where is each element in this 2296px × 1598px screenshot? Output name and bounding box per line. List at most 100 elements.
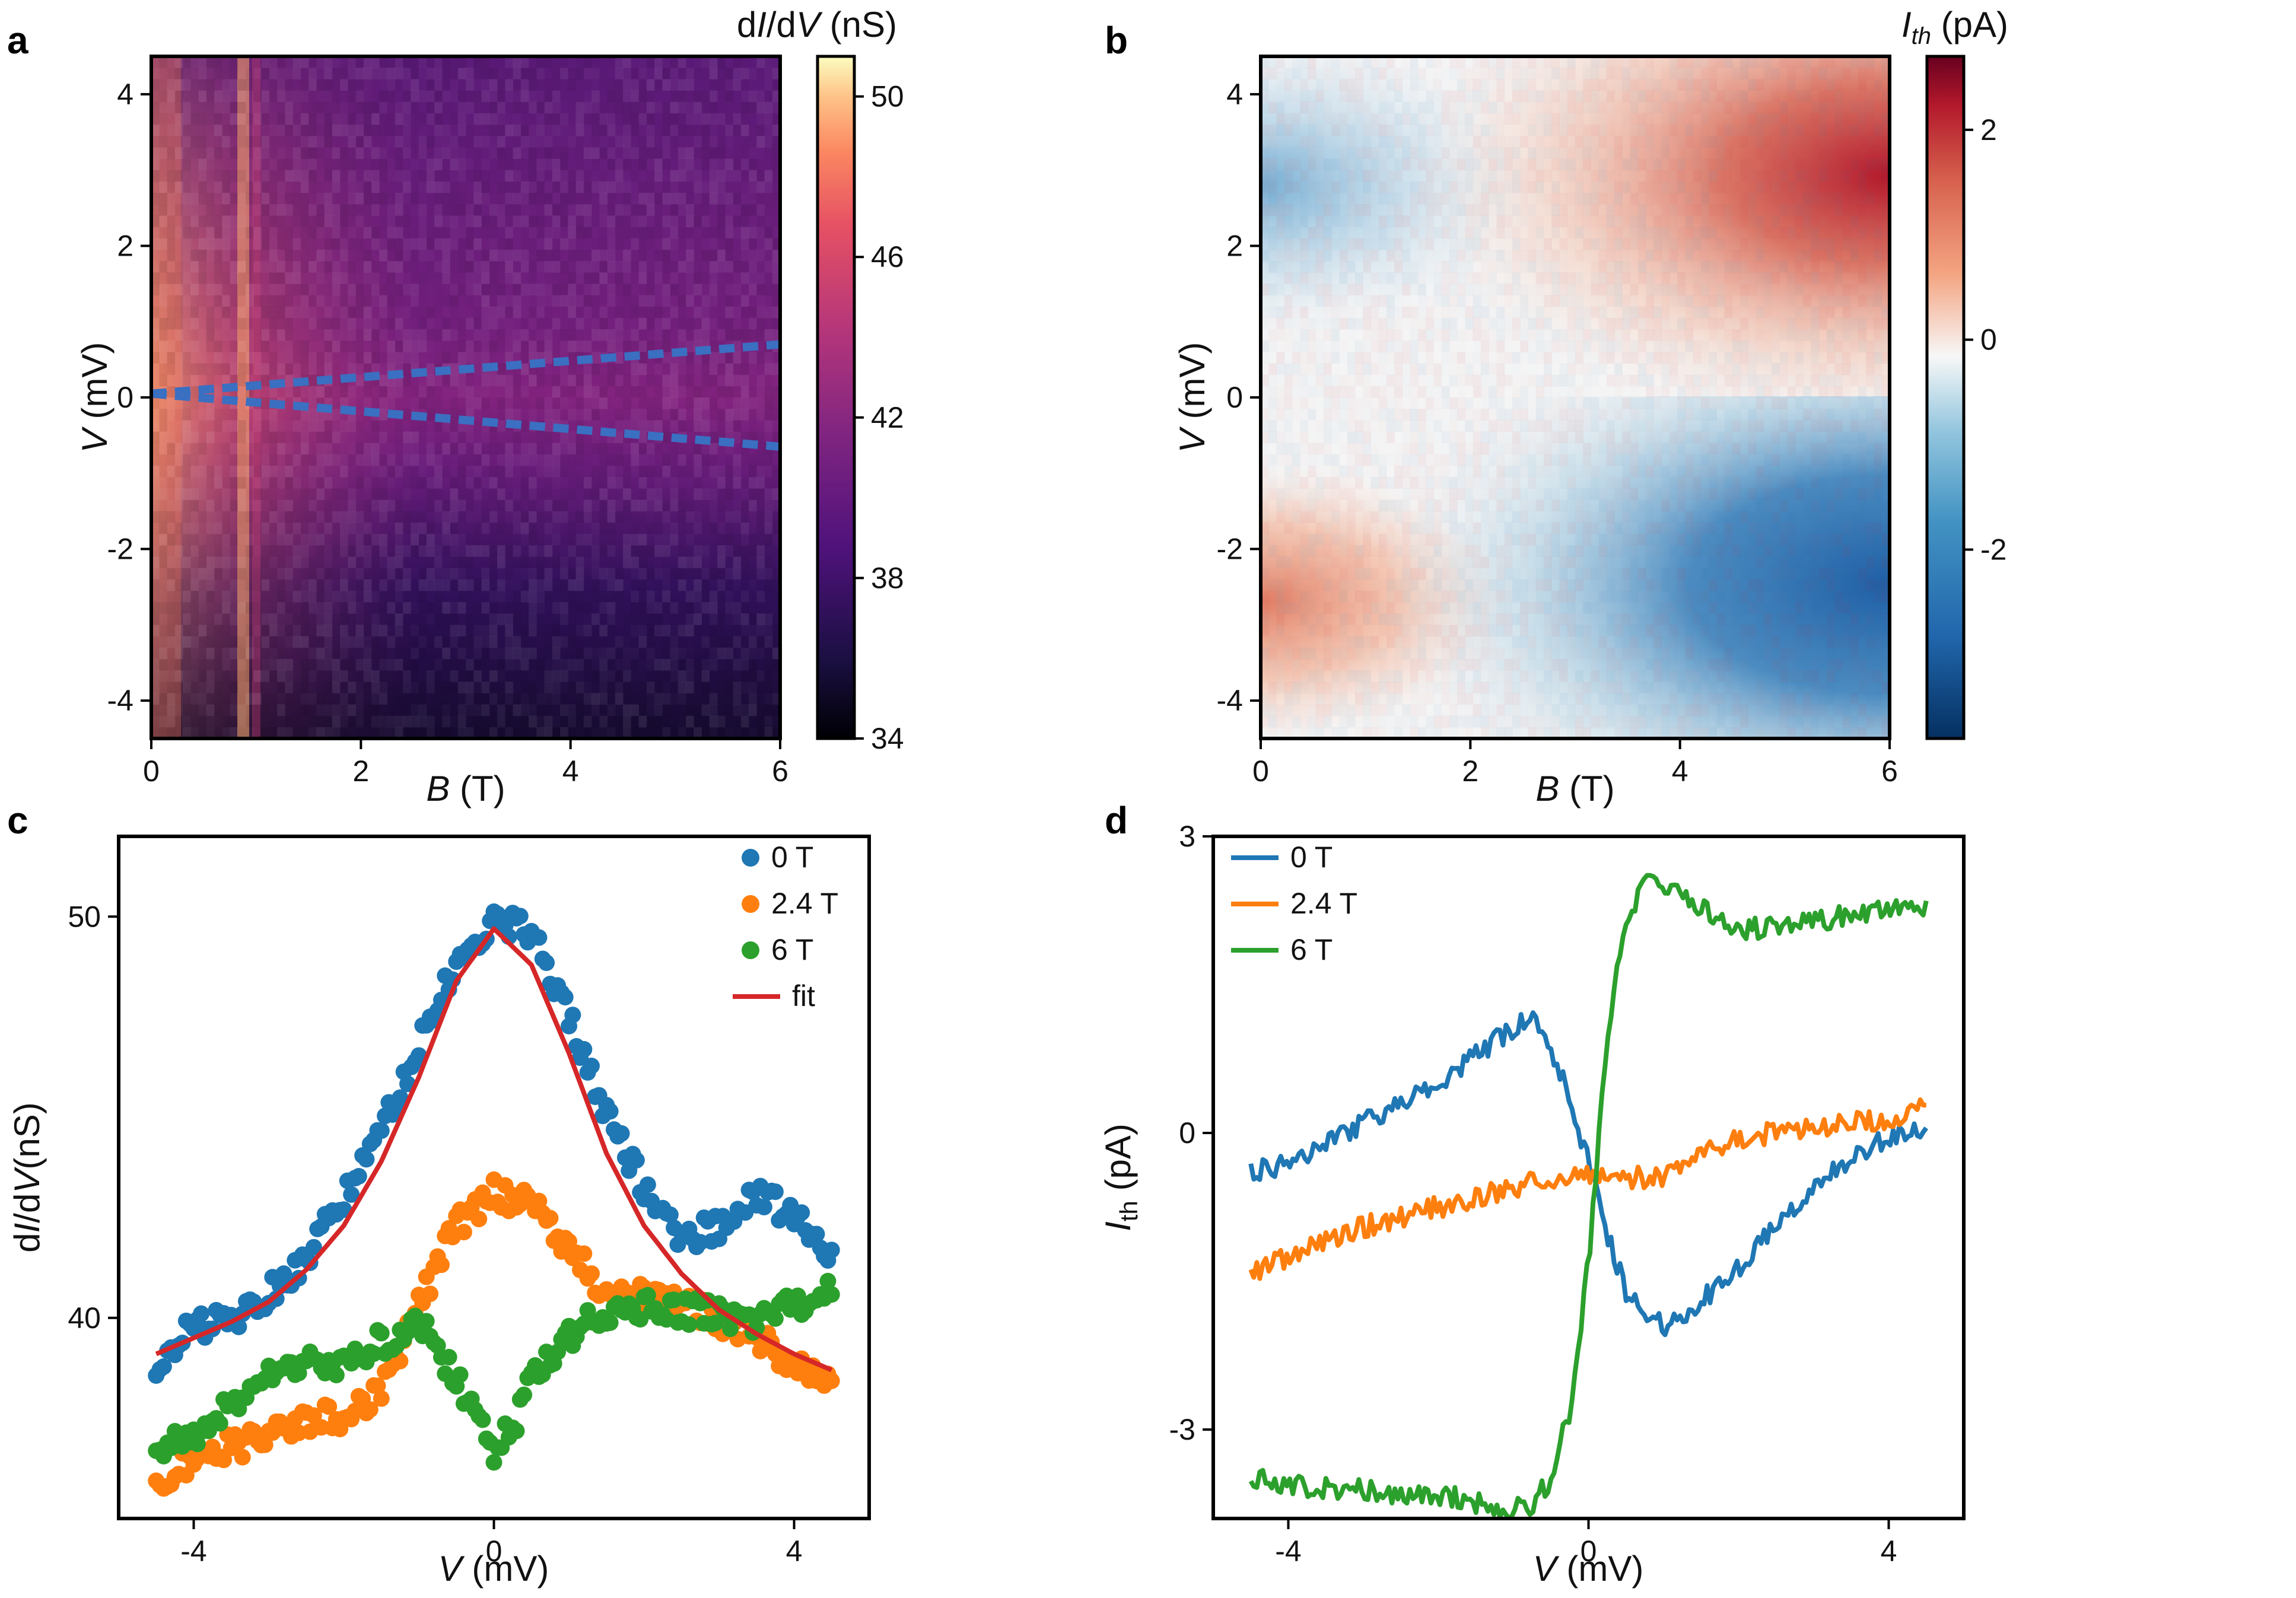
panel-b: b 0 2 4 6 -4 -2 0 2 4 B (T) V (mV) -2 0 2 Ith (pA) (1105, 5, 2008, 808)
panel-a-xtick-label: 0 (143, 755, 160, 788)
panel-a-ytick-label: 4 (117, 78, 133, 111)
panel-c-series-0-t-point (350, 1168, 367, 1185)
panel-a-cb-tick-label: 34 (871, 722, 904, 755)
panel-a-ytick-label: 0 (117, 381, 133, 414)
panel-b-xtick-label: 2 (1462, 755, 1478, 788)
panel-c-ytick-label: 50 (68, 900, 101, 933)
panel-b-ytick-label: -2 (1217, 533, 1243, 566)
panel-a-colorbar (816, 55, 856, 740)
panel-c-series-0-t-point (193, 1305, 210, 1322)
panel-c-series-0-t-point (823, 1242, 840, 1259)
panel-c-series-0-t-point (575, 1041, 593, 1058)
panel-c: c -4 0 4 40 50 V (mV) dI/dV(nS) 0 T 2.4 T 6 T f… (7, 799, 871, 1589)
panel-b-heatmap-texture (1261, 56, 1890, 738)
panel-a-heatmap (151, 56, 780, 738)
panel-a-label: a (7, 19, 28, 62)
panel-a-cb-tick-label: 50 (871, 80, 904, 113)
panel-c-series-6-t-point (474, 1411, 491, 1428)
panel-c-xtick-label: 4 (786, 1535, 803, 1568)
panel-c-series-6-t-point (327, 1367, 345, 1384)
panel-c-axes: -4 0 4 40 50 (68, 835, 871, 1568)
panel-a-colorbar-label: dI/dV (nS) (737, 5, 897, 44)
panel-a-cb-tick-label: 38 (871, 561, 904, 594)
panel-a-ytick-label: -4 (107, 684, 133, 717)
panel-d-series-2-4-t (1248, 1097, 1926, 1281)
panel-a-guide-upper (151, 340, 781, 398)
panel-c-label: c (7, 799, 28, 842)
panel-c-series-2-4-t-point (215, 1451, 233, 1469)
panel-c-series-2-4-t-point (256, 1436, 274, 1453)
panel-b-xlabel: B (T) (1535, 769, 1614, 808)
panel-c-series-2-4-t-point (542, 1209, 559, 1227)
panel-c-series-6-t (148, 1272, 840, 1471)
panel-d-series-0-t (1248, 1010, 1929, 1338)
panel-b-label: b (1105, 19, 1128, 62)
panel-b-ytick-label: -4 (1217, 684, 1243, 717)
panel-c-series-6-t-point (680, 1316, 698, 1333)
panel-c-series-0-t-point (583, 1058, 600, 1075)
panel-c-series-6-t-point (819, 1272, 837, 1290)
panel-c-ytick-label: 40 (68, 1301, 101, 1335)
panel-d-legend-6-t-label: 6 T (1290, 933, 1333, 966)
panel-d-label: d (1105, 799, 1128, 842)
panel-a-xlabel: B (T) (426, 769, 505, 808)
panel-d-ytick-label: -3 (1169, 1413, 1195, 1446)
panel-d-plot (1248, 873, 1929, 1519)
panel-c-series-0-t-point (755, 1198, 772, 1215)
panel-b-xtick-label: 6 (1881, 755, 1898, 788)
panel-c-series-2-4-t-point (421, 1285, 438, 1303)
panel-c-series-6-t-point (602, 1314, 619, 1331)
panel-c-series-fit (155, 926, 833, 1373)
panel-c-series-2-4-t-point (823, 1372, 840, 1389)
panel-b-ytick-label: 4 (1226, 78, 1243, 111)
panel-c-series-0-t-point (538, 954, 555, 972)
panel-d-xtick-label: 4 (1881, 1535, 1897, 1568)
panel-b-axes: 0 2 4 6 -4 -2 0 2 4 (1217, 78, 1898, 788)
panel-d-legend-2-4-t-label: 2.4 T (1290, 887, 1357, 920)
panel-c-series-6-t-point (549, 1344, 567, 1361)
panel-b-ylabel: V (mV) (1172, 342, 1212, 453)
panel-c-legend-0-t-marker (742, 849, 759, 867)
panel-c-series-0-t-point (662, 1206, 679, 1223)
panel-c-legend-0-t-label: 0 T (771, 841, 813, 874)
panel-c-series-0-t-point (793, 1204, 810, 1221)
panel-c-series-0-t-point (613, 1125, 630, 1142)
panel-d-axes: -4 0 4 -3 0 3 (1169, 820, 1966, 1568)
panel-c-series-0-t-point (602, 1103, 619, 1120)
panel-c-xlabel: V (mV) (438, 1549, 549, 1589)
panel-a-ytick-label: 2 (117, 229, 133, 262)
panel-b-xtick-label: 0 (1252, 755, 1269, 788)
panel-c-legend-2-4-t-label: 2.4 T (771, 887, 838, 920)
panel-d-ytick-label: 0 (1179, 1116, 1195, 1150)
panel-c-series-0-t-point (305, 1239, 322, 1256)
panel-d-xlabel: V (mV) (1533, 1549, 1644, 1589)
panel-c-legend-6-t-marker (742, 941, 759, 959)
panel-b-colorbar (1925, 55, 1966, 740)
panel-c-series-0-t-point (564, 1007, 581, 1024)
panel-c-series-6-t-point (767, 1310, 784, 1327)
panel-a-xtick-label: 2 (352, 755, 369, 788)
panel-d-xtick-label: -4 (1275, 1535, 1301, 1568)
panel-a-axes: 0 2 4 6 -4 -2 0 2 4 (107, 78, 788, 788)
panel-c-series-2-4-t-point (361, 1401, 379, 1418)
panel-c-series-0-t-point (411, 1047, 427, 1064)
panel-c-legend: 0 T 2.4 T 6 T fit (733, 841, 838, 1013)
panel-c-series-0-t-point (392, 1089, 409, 1106)
panel-c-series-2-4-t-point (455, 1224, 472, 1241)
panel-b-ytick-label: 2 (1226, 229, 1243, 262)
panel-c-series-0-t-point (343, 1186, 360, 1203)
panel-c-series-6-t-point (639, 1287, 656, 1304)
panel-b-cb-tick-label: -2 (1980, 533, 2006, 566)
panel-c-series-6-t-point (516, 1386, 533, 1403)
panel-c-series-6-t-point (211, 1415, 228, 1432)
panel-d-xtick-label: 0 (1581, 1535, 1597, 1568)
panel-a-ytick-label: -2 (107, 533, 133, 566)
panel-c-series-6-t-point (508, 1422, 525, 1440)
panel-a-cb-tick-label: 46 (871, 240, 904, 273)
panel-c-series-0-t-point (767, 1183, 784, 1201)
panel-a-guide-lower (151, 389, 781, 451)
panel-c-plot (148, 903, 840, 1497)
panel-c-series-2-4-t-point (583, 1265, 600, 1282)
panel-c-legend-2-4-t-marker (742, 895, 759, 913)
